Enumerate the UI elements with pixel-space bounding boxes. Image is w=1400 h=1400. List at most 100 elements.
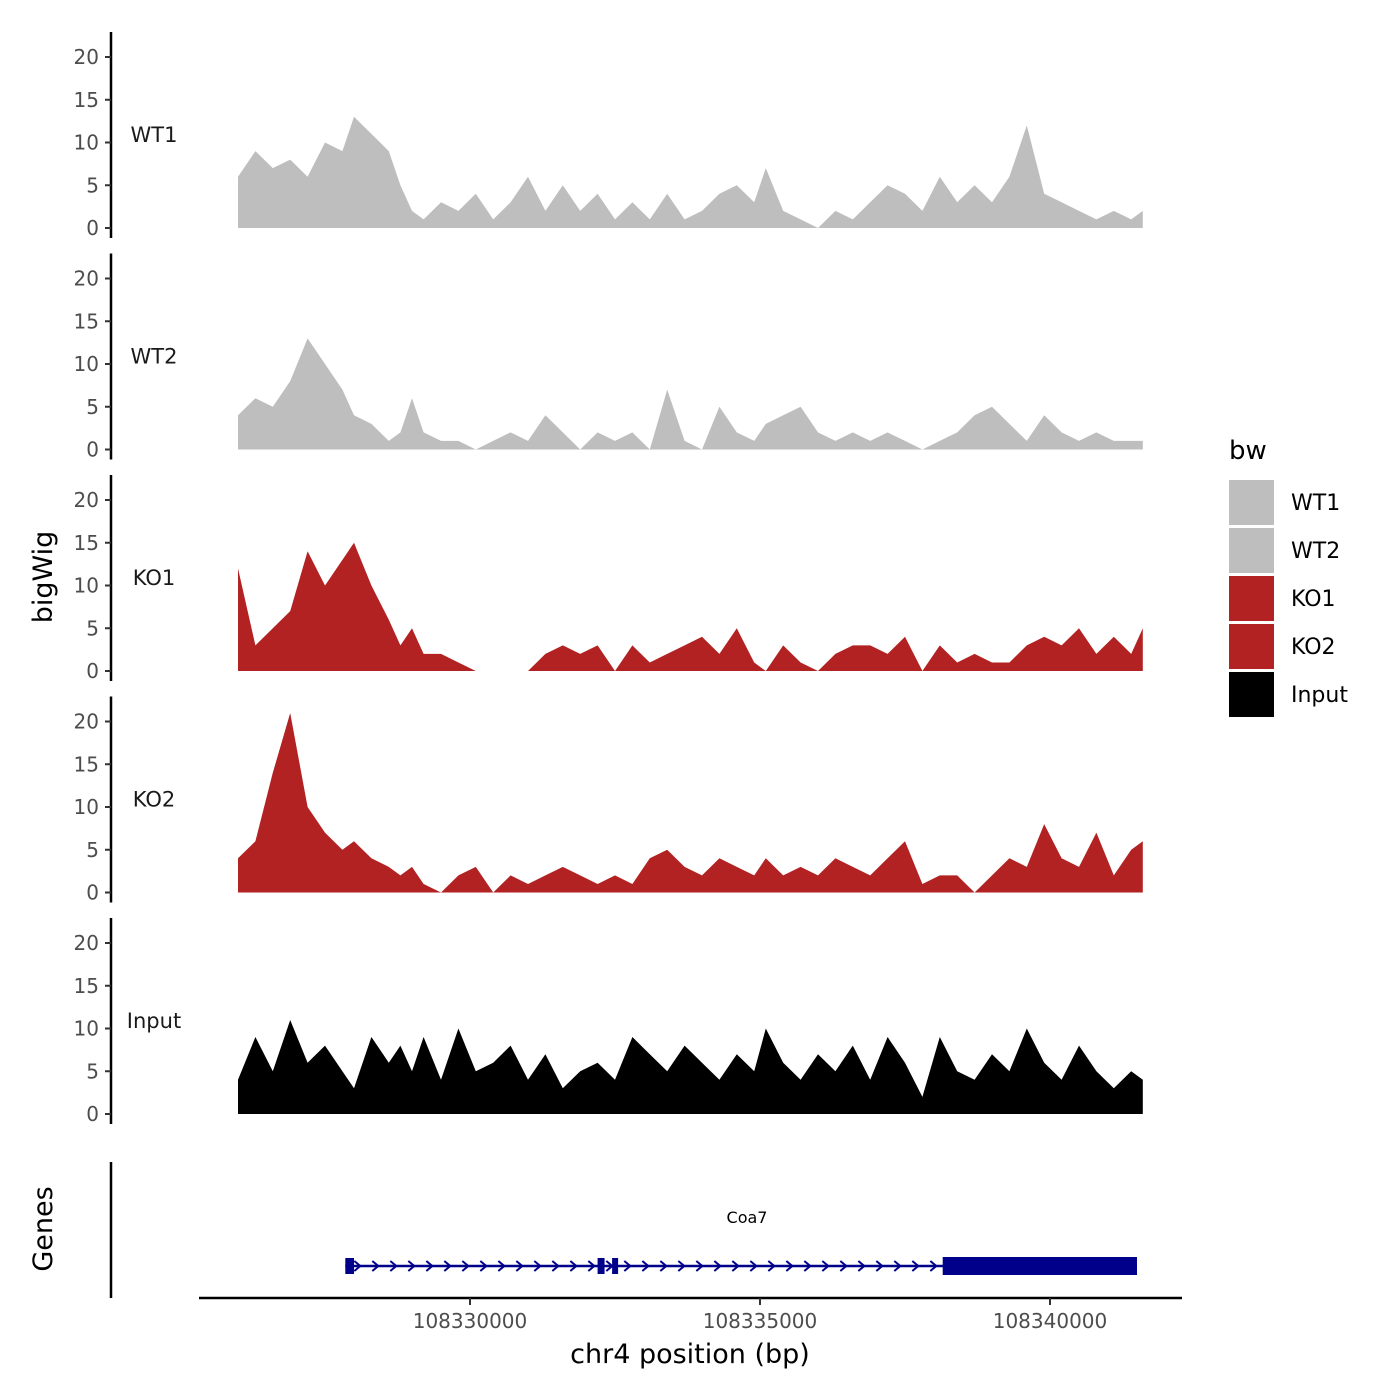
track-ko2: 0 5 10 15 20 KO2 (74, 696, 1143, 905)
genes-track: Genes Coa7 (28, 1162, 1137, 1298)
gene-model-coa7 (345, 1257, 1137, 1275)
legend-label-ko1: KO1 (1291, 587, 1336, 612)
strand-arrow (461, 1260, 470, 1272)
strand-arrow (371, 1260, 380, 1272)
track-label-wt1: WT1 (131, 123, 178, 147)
legend-swatch-input (1229, 672, 1274, 717)
y-tick-label: 5 (86, 395, 99, 419)
x-tick-label: 108340000 (993, 1309, 1108, 1333)
strand-arrow (623, 1260, 632, 1272)
strand-arrow (821, 1260, 830, 1272)
strand-arrow (641, 1260, 650, 1272)
strand-arrow (659, 1260, 668, 1272)
gene-exon (345, 1258, 354, 1274)
y-tick-label: 10 (74, 1017, 99, 1041)
strand-arrow (749, 1260, 758, 1272)
strand-arrow (731, 1260, 740, 1272)
track-input: 0 5 10 15 20 Input (74, 918, 1143, 1126)
strand-arrow (803, 1260, 812, 1272)
tracks: 0 5 10 15 20 WT1 0 5 10 15 20 WT2 0 5 10 15 20 KO1 0 5 10 15 2… (74, 32, 1143, 1126)
coverage-area-wt1 (238, 116, 1143, 228)
legend-swatch-ko2 (1229, 624, 1274, 669)
strand-arrow (713, 1260, 722, 1272)
y-tick-label: 5 (86, 838, 99, 862)
strand-arrow (857, 1260, 866, 1272)
strand-arrow (839, 1260, 848, 1272)
legend-title: bw (1229, 436, 1267, 466)
strand-arrow (551, 1260, 560, 1272)
strand-arrow (785, 1260, 794, 1272)
y-tick-label: 10 (74, 795, 99, 819)
x-axis: 108330000 108335000 108340000 chr4 positio… (199, 1296, 1182, 1370)
strand-arrow (353, 1260, 362, 1272)
track-label-ko2: KO2 (133, 788, 176, 812)
y-tick-label: 0 (86, 881, 99, 905)
legend-swatch-ko1 (1229, 576, 1274, 621)
strand-arrow (677, 1260, 686, 1272)
legend-swatch-wt2 (1229, 528, 1274, 573)
strand-arrow (875, 1260, 884, 1272)
strand-arrow (767, 1260, 776, 1272)
legend-swatch-wt1 (1229, 480, 1274, 525)
y-tick-label: 0 (86, 659, 99, 683)
y-tick-label: 15 (74, 974, 99, 998)
gene-exon (942, 1257, 1137, 1275)
y-tick-label: 20 (74, 45, 99, 69)
y-tick-label: 5 (86, 173, 99, 197)
strand-arrow (515, 1260, 524, 1272)
strand-arrow (389, 1260, 398, 1272)
x-tick-label: 108335000 (703, 1309, 818, 1333)
track-wt1: 0 5 10 15 20 WT1 (74, 32, 1143, 240)
track-label-ko1: KO1 (133, 566, 176, 590)
coverage-area-ko1 (238, 542, 1143, 671)
y-tick-label: 5 (86, 616, 99, 640)
y-tick-label: 0 (86, 216, 99, 240)
y-tick-label: 0 (86, 1102, 99, 1126)
legend-label-input: Input (1291, 683, 1348, 708)
legend-items: WT1 WT2 KO1 KO2 Input (1229, 480, 1348, 717)
y-tick-label: 20 (74, 931, 99, 955)
coverage-area-input (238, 1020, 1143, 1114)
y-tick-label: 10 (74, 352, 99, 376)
y-tick-label: 10 (74, 131, 99, 155)
gene-exon (612, 1258, 619, 1274)
strand-arrow (425, 1260, 434, 1272)
legend: bw WT1 WT2 KO1 KO2 Input (1229, 436, 1348, 717)
y-axis-title: bigWig (28, 531, 59, 624)
genes-track-title: Genes (28, 1186, 59, 1271)
y-tick-label: 15 (74, 88, 99, 112)
legend-label-wt2: WT2 (1291, 539, 1340, 564)
strand-arrow (407, 1260, 416, 1272)
legend-label-ko2: KO2 (1291, 635, 1336, 660)
x-axis-title: chr4 position (bp) (570, 1339, 810, 1370)
y-tick-label: 0 (86, 438, 99, 462)
y-tick-label: 15 (74, 309, 99, 333)
coverage-area-ko2 (238, 713, 1143, 893)
strand-arrow (497, 1260, 506, 1272)
legend-label-wt1: WT1 (1291, 491, 1340, 516)
strand-arrow (929, 1260, 938, 1272)
track-label-wt2: WT2 (131, 345, 178, 369)
x-ticks: 108330000 108335000 108340000 (413, 1298, 1108, 1333)
track-wt2: 0 5 10 15 20 WT2 (74, 253, 1143, 462)
strand-arrow (533, 1260, 542, 1272)
gene-exon (597, 1258, 605, 1274)
track-label-input: Input (127, 1009, 181, 1033)
track-ko1: 0 5 10 15 20 KO1 (74, 475, 1143, 683)
gene-label-coa7: Coa7 (727, 1208, 768, 1227)
y-tick-label: 10 (74, 574, 99, 598)
strand-arrow (587, 1260, 596, 1272)
strand-arrow (479, 1260, 488, 1272)
y-tick-label: 5 (86, 1059, 99, 1083)
strand-arrow (911, 1260, 920, 1272)
coverage-area-wt2 (238, 338, 1143, 450)
y-tick-label: 20 (74, 267, 99, 291)
strand-arrow (695, 1260, 704, 1272)
x-tick-label: 108330000 (413, 1309, 528, 1333)
y-tick-label: 15 (74, 531, 99, 555)
strand-arrow (893, 1260, 902, 1272)
strand-arrow (569, 1260, 578, 1272)
y-tick-label: 20 (74, 488, 99, 512)
